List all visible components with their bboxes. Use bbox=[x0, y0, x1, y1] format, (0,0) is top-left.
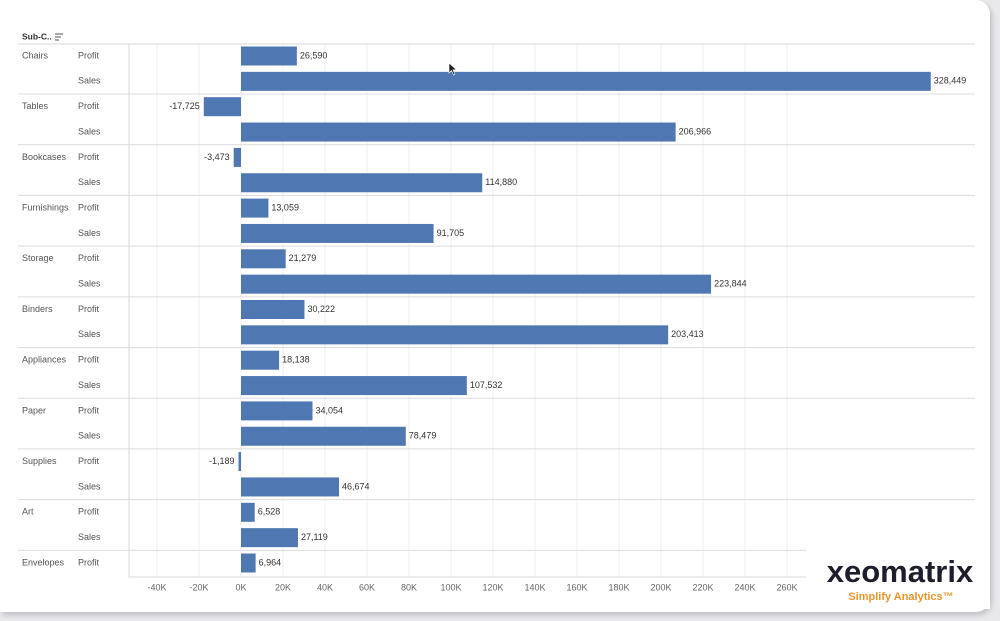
series-label: Sales bbox=[78, 431, 101, 441]
category-label: Chairs bbox=[22, 50, 49, 60]
value-label: 18,138 bbox=[282, 355, 310, 365]
row-header: Sub-C.. bbox=[22, 31, 52, 41]
category-label: Paper bbox=[22, 405, 46, 415]
x-tick-label: 60K bbox=[359, 582, 375, 592]
series-label: Sales bbox=[78, 481, 101, 491]
x-tick-label: 80K bbox=[401, 582, 417, 592]
series-label: Profit bbox=[78, 355, 100, 365]
value-label: 13,059 bbox=[271, 202, 299, 212]
value-label: 223,844 bbox=[714, 279, 747, 289]
series-label: Sales bbox=[78, 76, 101, 86]
bar bbox=[240, 46, 297, 66]
value-label: -3,473 bbox=[204, 152, 230, 162]
brand-name: xeomatrix bbox=[827, 554, 974, 589]
value-label: 46,674 bbox=[342, 481, 370, 491]
value-label: 328,449 bbox=[934, 76, 967, 86]
series-label: Profit bbox=[78, 101, 100, 111]
value-label: 6,528 bbox=[258, 507, 281, 517]
sort-icon bbox=[55, 33, 63, 41]
logo-background bbox=[806, 549, 990, 609]
category-label: Art bbox=[22, 507, 34, 517]
value-label: 34,054 bbox=[316, 405, 344, 415]
bar bbox=[240, 350, 280, 370]
bar bbox=[240, 71, 931, 91]
bar bbox=[240, 325, 669, 345]
brand-tagline: Simplify Analytics™ bbox=[848, 591, 953, 603]
series-label: Sales bbox=[78, 380, 101, 390]
bar bbox=[240, 426, 406, 446]
x-tick-label: 220K bbox=[692, 582, 713, 592]
x-tick-label: 40K bbox=[317, 582, 333, 592]
series-label: Sales bbox=[78, 228, 101, 238]
value-label: 21,279 bbox=[289, 253, 317, 263]
bar bbox=[240, 173, 483, 193]
bar bbox=[240, 223, 434, 243]
bar bbox=[240, 376, 467, 396]
value-label: 203,413 bbox=[671, 329, 704, 339]
category-label: Envelopes bbox=[22, 557, 65, 567]
series-label: Profit bbox=[78, 202, 100, 212]
series-label: Sales bbox=[78, 177, 101, 187]
series-label: Sales bbox=[78, 126, 101, 136]
value-label: -1,189 bbox=[209, 456, 235, 466]
value-label: 26,590 bbox=[300, 50, 328, 60]
series-label: Profit bbox=[78, 405, 100, 415]
value-label: 78,479 bbox=[409, 431, 437, 441]
category-label: Binders bbox=[22, 304, 53, 314]
series-label: Profit bbox=[78, 50, 100, 60]
category-label: Bookcases bbox=[22, 152, 67, 162]
series-label: Sales bbox=[78, 532, 101, 542]
value-label: 114,880 bbox=[485, 177, 517, 187]
x-tick-label: 140K bbox=[524, 582, 545, 592]
bar bbox=[203, 97, 241, 117]
x-tick-label: 20K bbox=[275, 582, 291, 592]
value-label: 206,966 bbox=[679, 126, 712, 136]
bar bbox=[240, 528, 298, 548]
series-label: Sales bbox=[78, 279, 101, 289]
x-tick-label: 120K bbox=[482, 582, 503, 592]
bar bbox=[240, 401, 313, 421]
series-label: Profit bbox=[78, 456, 100, 466]
x-tick-label: -20K bbox=[189, 582, 208, 592]
bar bbox=[240, 122, 676, 142]
value-label: 6,964 bbox=[259, 557, 282, 567]
x-tick-label: 180K bbox=[608, 582, 629, 592]
x-tick-label: -40K bbox=[147, 582, 166, 592]
dashboard-card bbox=[0, 0, 990, 612]
bar bbox=[240, 300, 305, 319]
bar bbox=[240, 502, 255, 522]
x-tick-label: 240K bbox=[734, 582, 755, 592]
mouse-cursor bbox=[448, 62, 458, 76]
bar bbox=[238, 452, 241, 472]
x-tick-label: 260K bbox=[776, 582, 797, 592]
x-tick-label: 0K bbox=[235, 582, 246, 592]
category-label: Storage bbox=[22, 253, 54, 263]
value-label: 107,532 bbox=[470, 380, 503, 390]
x-tick-label: 100K bbox=[440, 582, 461, 592]
bar bbox=[240, 553, 256, 573]
series-label: Profit bbox=[78, 557, 100, 567]
bar bbox=[233, 147, 241, 167]
category-label: Supplies bbox=[22, 456, 57, 466]
value-label: 91,705 bbox=[437, 228, 465, 238]
x-tick-label: 160K bbox=[566, 582, 587, 592]
series-label: Profit bbox=[78, 304, 100, 314]
bar bbox=[240, 249, 286, 269]
x-tick-label: 200K bbox=[650, 582, 671, 592]
category-label: Tables bbox=[22, 101, 49, 111]
bar bbox=[240, 477, 340, 497]
value-label: -17,725 bbox=[169, 101, 200, 111]
series-label: Profit bbox=[78, 253, 100, 263]
category-label: Furnishings bbox=[22, 202, 69, 212]
value-label: 30,222 bbox=[307, 304, 335, 314]
category-label: Appliances bbox=[22, 355, 67, 365]
value-label: 27,119 bbox=[301, 532, 328, 542]
series-label: Profit bbox=[78, 507, 100, 517]
series-label: Sales bbox=[78, 329, 101, 339]
series-label: Profit bbox=[78, 152, 100, 162]
bar bbox=[240, 198, 269, 218]
bar bbox=[240, 274, 712, 294]
